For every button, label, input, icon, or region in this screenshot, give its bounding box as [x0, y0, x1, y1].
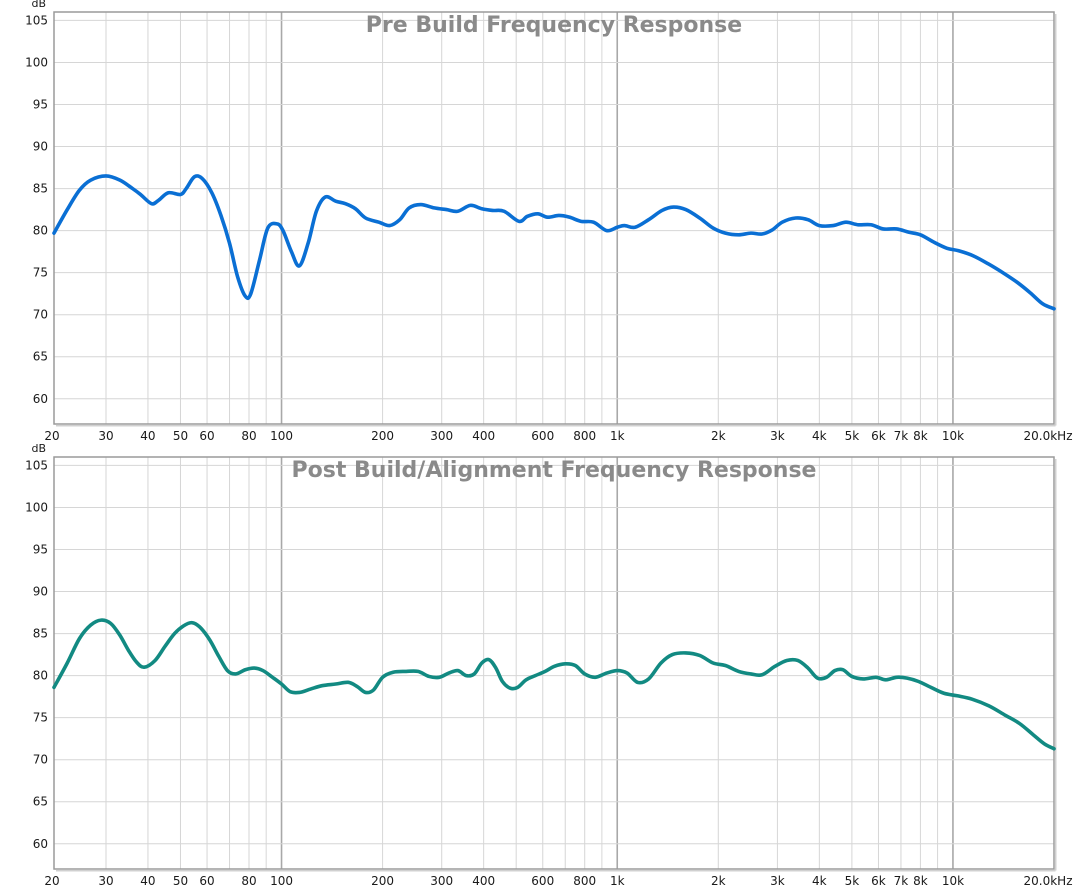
x-tick-label: 4k: [812, 429, 827, 443]
x-tick-label: 80: [241, 874, 256, 888]
plot-area: [54, 457, 1054, 869]
x-tick-label: 2k: [711, 429, 726, 443]
y-tick-label: 85: [33, 627, 48, 641]
x-tick-label: 40: [140, 874, 155, 888]
y-tick-label: 75: [33, 266, 48, 280]
x-tick-label: 8k: [913, 874, 928, 888]
series-line-1: [52, 618, 1056, 751]
x-tick-label: 7k: [894, 874, 909, 888]
x-tick-label: 1k: [610, 874, 625, 888]
x-tick-label: 10k: [942, 429, 964, 443]
x-tick-label: 20: [44, 874, 59, 888]
y-tick-label: 100: [25, 500, 48, 514]
x-tick-label: 50: [173, 429, 188, 443]
x-tick-label: 6k: [871, 429, 886, 443]
y-tick-label: 95: [33, 97, 48, 111]
x-tick-label: 100: [270, 874, 293, 888]
x-tick-label: 7k: [894, 429, 909, 443]
y-tick-label: 70: [33, 308, 48, 322]
y-tick-label: 85: [33, 182, 48, 196]
x-tick-label: 20.0kHz: [1024, 874, 1073, 888]
x-tick-label: 5k: [845, 429, 860, 443]
x-tick-label: 50: [173, 874, 188, 888]
y-tick-label: 80: [33, 224, 48, 238]
y-axis-unit: dB: [31, 0, 46, 10]
y-tick-label: 60: [33, 392, 48, 406]
y-tick-label: 65: [33, 795, 48, 809]
x-tick-label: 30: [98, 874, 113, 888]
x-tick-label: 4k: [812, 874, 827, 888]
y-tick-label: 105: [25, 13, 48, 27]
x-tick-label: 5k: [845, 874, 860, 888]
y-axis-unit: dB: [31, 442, 46, 455]
y-tick-label: 60: [33, 837, 48, 851]
series-line-1: [52, 174, 1056, 311]
x-tick-label: 200: [371, 429, 394, 443]
x-tick-label: 2k: [711, 874, 726, 888]
plot-frame: [53, 456, 1055, 870]
x-tick-label: 800: [573, 874, 596, 888]
x-tick-label: 3k: [770, 874, 785, 888]
x-tick-label: 10k: [942, 874, 964, 888]
x-tick-label: 20.0kHz: [1024, 429, 1073, 443]
y-tick-label: 70: [33, 753, 48, 767]
x-tick-label: 600: [531, 429, 554, 443]
x-tick-label: 400: [472, 429, 495, 443]
plot-frame: [53, 11, 1055, 425]
chart-title: Pre Build Frequency Response: [366, 13, 742, 38]
chart-title: Post Build/Alignment Frequency Response: [292, 458, 817, 483]
x-tick-label: 60: [199, 874, 214, 888]
y-tick-label: 75: [33, 711, 48, 725]
y-tick-label: 95: [33, 542, 48, 556]
x-tick-label: 400: [472, 874, 495, 888]
y-tick-label: 100: [25, 55, 48, 69]
x-tick-label: 800: [573, 429, 596, 443]
x-tick-label: 20: [44, 429, 59, 443]
y-tick-label: 90: [33, 140, 48, 154]
x-tick-label: 6k: [871, 874, 886, 888]
y-tick-label: 90: [33, 585, 48, 599]
y-tick-label: 65: [33, 350, 48, 364]
y-tick-label: 80: [33, 669, 48, 683]
x-tick-label: 40: [140, 429, 155, 443]
x-tick-label: 300: [430, 429, 453, 443]
x-tick-label: 80: [241, 429, 256, 443]
x-tick-label: 30: [98, 429, 113, 443]
x-tick-label: 8k: [913, 429, 928, 443]
y-tick-label: 105: [25, 458, 48, 472]
x-tick-label: 600: [531, 874, 554, 888]
x-tick-label: 100: [270, 429, 293, 443]
x-tick-label: 1k: [610, 429, 625, 443]
x-tick-label: 60: [199, 429, 214, 443]
x-tick-label: 3k: [770, 429, 785, 443]
chart-panel-2: 60 65 70 75 80 85 90 95 100 105 dB 20 30 40 50 60 80 100 2…: [25, 442, 1072, 888]
x-tick-label: 200: [371, 874, 394, 888]
chart-panel-1: 60 65 70 75 80 85 90 95 100 105 dB 20 30 40 50 60 80 100 2…: [25, 0, 1072, 443]
x-tick-label: 300: [430, 874, 453, 888]
